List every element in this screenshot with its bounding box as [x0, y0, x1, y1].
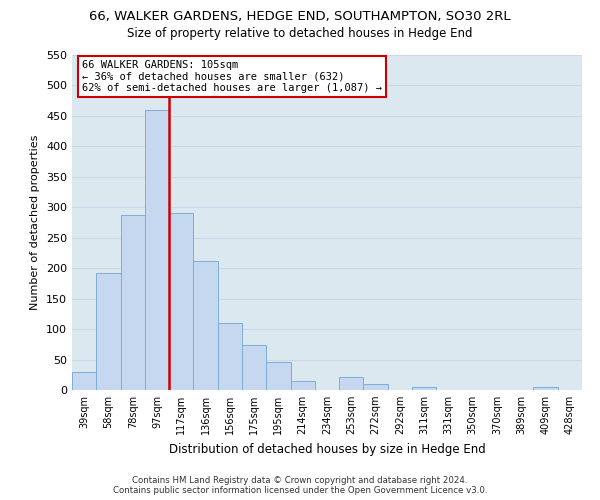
Bar: [242, 345, 266, 390]
Bar: [339, 376, 364, 390]
Bar: [290, 382, 315, 390]
Bar: [96, 273, 121, 390]
Bar: [72, 372, 96, 390]
Bar: [364, 384, 388, 390]
Bar: [121, 215, 145, 390]
Bar: [412, 387, 436, 390]
Bar: [169, 213, 193, 390]
Bar: [193, 261, 218, 390]
Bar: [145, 110, 169, 390]
Bar: [266, 362, 290, 390]
Y-axis label: Number of detached properties: Number of detached properties: [31, 135, 40, 310]
Text: Size of property relative to detached houses in Hedge End: Size of property relative to detached ho…: [127, 28, 473, 40]
Text: Contains HM Land Registry data © Crown copyright and database right 2024.
Contai: Contains HM Land Registry data © Crown c…: [113, 476, 487, 495]
Bar: [218, 323, 242, 390]
Text: 66, WALKER GARDENS, HEDGE END, SOUTHAMPTON, SO30 2RL: 66, WALKER GARDENS, HEDGE END, SOUTHAMPT…: [89, 10, 511, 23]
Text: 66 WALKER GARDENS: 105sqm
← 36% of detached houses are smaller (632)
62% of semi: 66 WALKER GARDENS: 105sqm ← 36% of detac…: [82, 60, 382, 93]
X-axis label: Distribution of detached houses by size in Hedge End: Distribution of detached houses by size …: [169, 442, 485, 456]
Bar: [533, 387, 558, 390]
